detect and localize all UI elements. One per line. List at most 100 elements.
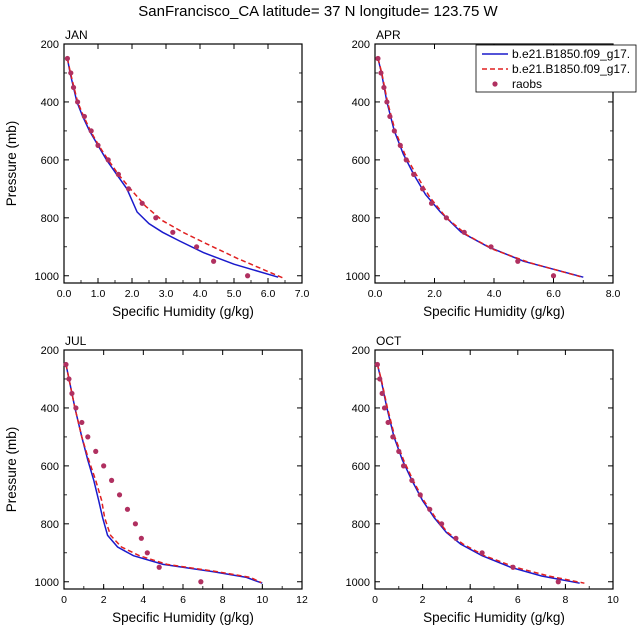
y-axis-label: Pressure (mb) — [4, 427, 19, 513]
plot-frame — [63, 43, 303, 284]
x-axis-label: Specific Humidity (g/kg) — [112, 304, 254, 319]
raobs-point — [93, 448, 99, 454]
model2-line — [65, 364, 262, 584]
raobs-point — [443, 215, 449, 221]
y-tick-label: 600 — [352, 461, 370, 473]
raobs-point — [81, 113, 87, 120]
raobs-point — [245, 273, 251, 279]
raobs-point — [409, 477, 415, 483]
x-tick-label: 10 — [607, 594, 619, 606]
panel-jul: JUL 0 2 4 6 8 10 12 200 400 600 800 1000 Specific Hum… — [4, 334, 308, 625]
raobs-point — [381, 405, 388, 411]
raobs-point — [69, 390, 75, 397]
x-tick-label: 0 — [61, 594, 67, 606]
raobs-point — [153, 215, 159, 221]
raobs-point — [198, 579, 204, 585]
raobs-point — [377, 376, 383, 382]
y-tick-label: 1000 — [346, 577, 370, 589]
raobs-point — [374, 361, 380, 368]
raobs-point — [515, 258, 521, 264]
x-axis-label: Specific Humidity (g/kg) — [423, 304, 565, 319]
raobs-point — [79, 419, 85, 426]
raobs-point — [85, 434, 91, 440]
x-tick-label: 4 — [467, 594, 473, 606]
x-tick-label: 2 — [420, 594, 426, 606]
y-tick-label: 1000 — [35, 577, 59, 589]
x-tick-label: 7.0 — [295, 288, 310, 300]
raobs-point — [64, 55, 70, 62]
x-tick-label: 0.0 — [368, 288, 383, 300]
raobs-point — [417, 492, 423, 498]
y-tick-label: 200 — [41, 39, 59, 51]
legend: b.e21.B1850.f09_g17. b.e21.B1850.f09_g17… — [475, 44, 637, 93]
legend-swatch-raobs — [492, 81, 498, 87]
raobs-point — [66, 376, 72, 382]
x-tick-label: 0 — [372, 594, 378, 606]
raobs-point — [116, 492, 123, 498]
raobs-point — [510, 564, 516, 570]
x-tick-label: 6.0 — [546, 288, 561, 300]
x-tick-label: 0.0 — [57, 288, 72, 300]
panel-label: APR — [376, 28, 401, 42]
raobs-point — [211, 258, 217, 264]
y-tick-label: 1000 — [35, 271, 59, 283]
x-tick-label: 10 — [256, 594, 268, 606]
raobs-point — [101, 463, 107, 469]
panel-label: OCT — [376, 334, 402, 348]
y-tick-label: 800 — [41, 519, 59, 531]
raobs-point — [70, 84, 77, 91]
raobs-point — [138, 535, 144, 541]
y-tick-label: 400 — [41, 97, 59, 109]
raobs-point — [115, 171, 121, 177]
panel-oct: OCT 0 2 4 6 8 10 200 400 600 800 1000 Specific Humid… — [346, 334, 619, 625]
panel-apr: APR 0.0 2.0 4.0 6.0 8.0 200 400 600 800 1000 Specif… — [346, 28, 621, 319]
raobs-point — [390, 434, 396, 440]
raobs-point — [88, 128, 94, 134]
raobs-point — [391, 128, 397, 134]
raobs-point — [375, 55, 381, 62]
x-tick-label: 1.0 — [91, 288, 106, 300]
raobs-point — [68, 70, 74, 76]
raobs-point — [139, 200, 145, 206]
raobs-point — [461, 229, 467, 235]
raobs-point — [378, 70, 384, 76]
legend-label-model2: b.e21.B1850.f09_g17. — [512, 62, 630, 76]
x-tick-label: 8.0 — [606, 288, 621, 300]
x-tick-label: 2 — [101, 594, 107, 606]
x-tick-label: 6 — [515, 594, 521, 606]
model1-line — [66, 58, 279, 278]
y-tick-label: 400 — [352, 97, 370, 109]
x-tick-label: 8 — [220, 594, 226, 606]
x-tick-label: 12 — [296, 594, 308, 606]
raobs-point — [126, 186, 132, 192]
legend-label-raobs: raobs — [512, 77, 542, 91]
raobs-point — [63, 361, 69, 368]
x-tick-label: 3.0 — [159, 288, 174, 300]
plot-frame — [374, 349, 614, 590]
raobs-point — [400, 463, 407, 469]
panel-jan: JAN 0.0 1.0 2.0 3.0 4.0 5.0 6.0 7.0 200 400 600 800 1… — [4, 28, 309, 319]
raobs-point — [105, 157, 111, 163]
raobs-point — [387, 113, 393, 120]
raobs-point — [397, 142, 403, 148]
raobs-point — [403, 157, 409, 163]
x-axis-label: Specific Humidity (g/kg) — [423, 610, 565, 625]
legend-label-model1: b.e21.B1850.f09_g17. — [512, 47, 630, 61]
model2-line — [66, 58, 284, 279]
raobs-point — [411, 171, 417, 177]
raobs-point — [124, 506, 131, 512]
y-tick-label: 200 — [352, 345, 370, 357]
raobs-point — [550, 273, 557, 279]
raobs-point — [170, 229, 176, 235]
raobs-point — [488, 244, 494, 250]
raobs-point — [427, 506, 433, 512]
raobs-point — [428, 200, 435, 206]
raobs-point — [439, 521, 445, 527]
raobs-point — [194, 244, 200, 250]
raobs-point — [132, 521, 138, 527]
raobs-point — [479, 550, 485, 556]
raobs-point — [385, 419, 391, 426]
figure-title: SanFrancisco_CA latitude= 37 N longitude… — [138, 3, 498, 20]
raobs-point — [420, 186, 426, 192]
